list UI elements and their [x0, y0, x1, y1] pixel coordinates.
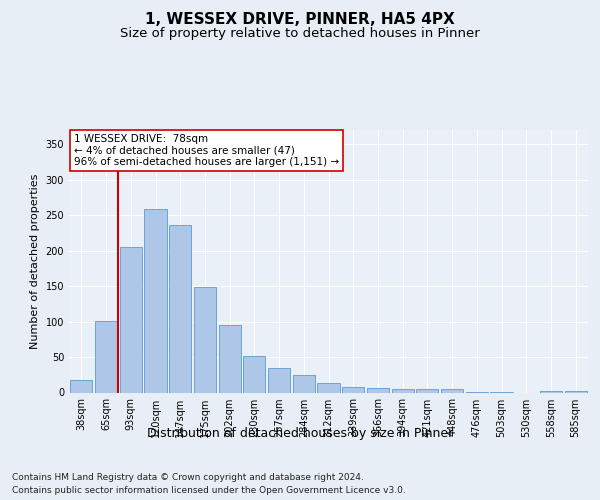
- Bar: [342, 387, 364, 392]
- Text: Distribution of detached houses by size in Pinner: Distribution of detached houses by size …: [147, 428, 453, 440]
- Text: 1, WESSEX DRIVE, PINNER, HA5 4PX: 1, WESSEX DRIVE, PINNER, HA5 4PX: [145, 12, 455, 28]
- Bar: [441, 389, 463, 392]
- Bar: [218, 325, 241, 392]
- Bar: [367, 388, 389, 392]
- Text: Size of property relative to detached houses in Pinner: Size of property relative to detached ho…: [120, 28, 480, 40]
- Bar: [268, 368, 290, 392]
- Bar: [243, 356, 265, 392]
- Bar: [293, 375, 315, 392]
- Bar: [145, 210, 167, 392]
- Bar: [540, 391, 562, 392]
- Bar: [392, 389, 414, 392]
- Text: 1 WESSEX DRIVE:  78sqm
← 4% of detached houses are smaller (47)
96% of semi-deta: 1 WESSEX DRIVE: 78sqm ← 4% of detached h…: [74, 134, 340, 167]
- Bar: [70, 380, 92, 392]
- Bar: [565, 391, 587, 392]
- Bar: [169, 225, 191, 392]
- Text: Contains public sector information licensed under the Open Government Licence v3: Contains public sector information licen…: [12, 486, 406, 495]
- Bar: [416, 389, 439, 392]
- Bar: [317, 382, 340, 392]
- Bar: [119, 247, 142, 392]
- Bar: [95, 321, 117, 392]
- Text: Contains HM Land Registry data © Crown copyright and database right 2024.: Contains HM Land Registry data © Crown c…: [12, 472, 364, 482]
- Y-axis label: Number of detached properties: Number of detached properties: [30, 174, 40, 349]
- Bar: [194, 287, 216, 393]
